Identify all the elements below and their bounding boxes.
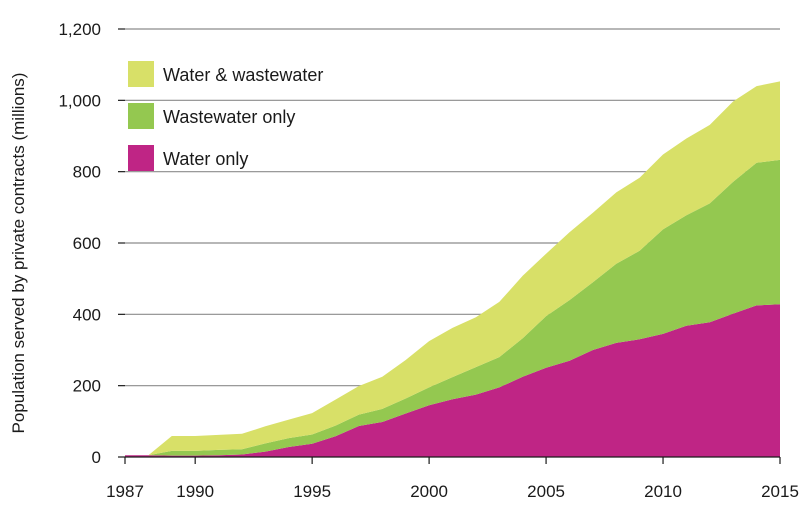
x-tick-label: 2010: [644, 482, 682, 501]
x-tick-label: 2005: [527, 482, 565, 501]
x-tick-label: 2000: [410, 482, 448, 501]
legend-label: Water & wastewater: [163, 65, 323, 85]
y-tick-label: 200: [73, 377, 101, 396]
legend-swatch-wastewater-only: [128, 103, 154, 129]
area-series-group: [125, 81, 780, 457]
y-axis-label: Population served by private contracts (…: [9, 73, 28, 434]
x-axis: 1987 1990 1995 2000 2005 2010 2015: [106, 456, 799, 501]
legend-swatch-water-only: [128, 145, 154, 171]
y-tick-label: 600: [73, 234, 101, 253]
legend: Water & wastewater Wastewater only Water o…: [128, 61, 323, 171]
y-axis: 0 200 400 600 800 1,000 1,200: [58, 20, 125, 467]
x-tick-label: 1995: [293, 482, 331, 501]
x-tick-label: 1990: [176, 482, 214, 501]
y-tick-label: 400: [73, 305, 101, 324]
y-tick-label: 1,200: [58, 20, 101, 39]
x-tick-label: 2015: [761, 482, 799, 501]
area-series-water-only: [125, 304, 780, 457]
y-tick-label: 800: [73, 163, 101, 182]
y-tick-label: 0: [92, 448, 101, 467]
legend-label: Water only: [163, 149, 248, 169]
legend-swatch-water-wastewater: [128, 61, 154, 87]
y-tick-label: 1,000: [58, 91, 101, 110]
area-series-wastewater-only: [125, 159, 780, 456]
legend-label: Wastewater only: [163, 107, 295, 127]
x-tick-label: 1987: [106, 482, 144, 501]
